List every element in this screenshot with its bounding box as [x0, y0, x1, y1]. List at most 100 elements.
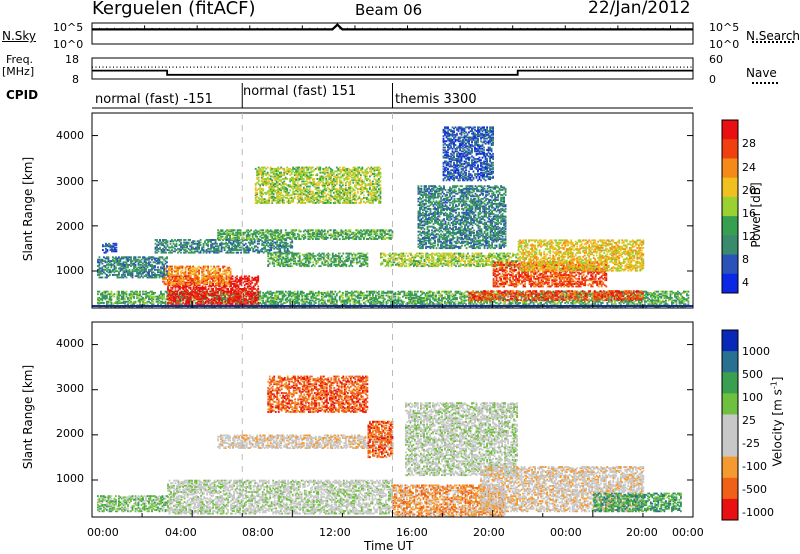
power-echo-cell — [207, 288, 210, 290]
power-echo-cell — [151, 303, 153, 306]
power-echo-cell — [317, 303, 320, 306]
power-echo-cell — [160, 295, 162, 298]
power-echo-cell — [328, 299, 331, 302]
nsky-trace — [92, 23, 693, 31]
power-echo-cell — [289, 294, 292, 297]
power-echo-cell — [382, 294, 385, 297]
power-echo-cell — [302, 291, 305, 294]
power-echo-cell — [220, 293, 222, 296]
power-echo-cell — [382, 299, 385, 302]
power-echo-cell — [121, 302, 123, 304]
power-echo-cell — [101, 302, 104, 304]
power-echo-cell — [116, 295, 119, 298]
power-echo-cell — [157, 250, 160, 253]
power-echo-cell — [358, 300, 361, 303]
power-echo-cell — [152, 293, 155, 296]
power-echo-cell — [298, 294, 301, 297]
power-echo-cell — [140, 295, 143, 298]
power-echo-cell — [493, 290, 496, 293]
power-echo-cell — [218, 294, 221, 297]
power-echo-cell — [331, 300, 334, 303]
power-echo-cell — [391, 298, 394, 301]
power-echo-cell — [106, 295, 108, 298]
power-echo-cell — [154, 295, 156, 298]
power-echo-cell — [363, 298, 365, 301]
power-echo-cell — [299, 291, 302, 294]
power-echo-cell — [326, 300, 329, 303]
power-echo-cell — [296, 299, 299, 302]
power-echo-cell — [148, 295, 150, 298]
power-echo-cell — [160, 291, 162, 294]
power-echo-cell — [224, 302, 227, 304]
power-echo-cell — [322, 293, 325, 296]
power-echo-cell — [157, 303, 159, 306]
power-echo-cell — [251, 281, 254, 284]
power-echo-cell — [176, 293, 178, 295]
power-echo-cell — [166, 240, 169, 243]
power-echo-cell — [206, 293, 209, 296]
power-echo-cell — [238, 294, 240, 297]
power-echo-cell — [259, 295, 262, 298]
power-echo-cell — [355, 290, 358, 293]
power-echo-cell — [139, 302, 141, 304]
power-echo-cell — [287, 294, 290, 297]
power-echo-cell — [212, 283, 214, 285]
power-echo-cell — [347, 298, 350, 301]
power-echo-cell — [181, 265, 184, 268]
power-echo-cell — [329, 303, 332, 306]
power-echo-cell — [180, 251, 182, 254]
power-echo-cell — [277, 298, 280, 301]
noise-trace-layer — [91, 23, 693, 31]
power-echo-cell — [313, 293, 316, 296]
power-echo-cell — [293, 300, 296, 303]
power-echo-cell — [232, 251, 235, 254]
power-echo-cell — [323, 302, 326, 304]
power-echo-cell — [157, 297, 159, 299]
power-echo-cell — [143, 298, 146, 301]
power-echo-cell — [381, 294, 383, 297]
power-echo-cell — [181, 295, 183, 298]
power-echo-cell — [152, 297, 155, 299]
power-echo-cell — [331, 302, 334, 304]
power-echo-cell — [179, 303, 181, 306]
power-echo-cell — [414, 300, 416, 303]
power-echo-cell — [248, 297, 251, 299]
power-echo-cell — [116, 293, 119, 296]
power-echo-cell — [133, 297, 135, 299]
power-echo-cell — [353, 300, 356, 303]
power-echo-cell — [546, 303, 549, 306]
power-echo-cell — [399, 291, 401, 294]
power-echo-cell — [109, 298, 111, 301]
power-echo-cell — [322, 303, 325, 306]
power-echo-cell — [376, 298, 379, 301]
power-echo-cell — [373, 297, 376, 299]
power-echo-cell — [347, 295, 350, 298]
power-echo-cell — [356, 300, 359, 303]
power-echo-cell — [397, 295, 400, 298]
power-echo-cell — [115, 300, 117, 303]
power-echo-cell — [253, 298, 256, 301]
power-echo-cell — [393, 295, 395, 298]
power-echo-cell — [248, 275, 251, 278]
power-echo-cell — [161, 302, 164, 304]
power-echo-cell — [139, 300, 141, 303]
power-echo-cell — [301, 300, 304, 303]
power-echo-cell — [265, 300, 268, 303]
power-echo-cell — [217, 295, 219, 298]
power-echo-cell — [304, 298, 307, 301]
power-echo-cell — [131, 303, 134, 306]
power-echo-cell — [426, 303, 428, 306]
power-echo-cell — [310, 295, 313, 298]
power-echo-cell — [266, 291, 269, 294]
power-echo-cell — [687, 297, 690, 299]
power-echo-cell — [239, 294, 242, 297]
power-echo-cell — [334, 297, 337, 299]
power-echo-cell — [349, 303, 352, 306]
power-echo-cell — [244, 242, 247, 245]
power-echo-cell — [424, 293, 427, 296]
power-echo-cell — [122, 297, 125, 299]
power-echo-cell — [319, 291, 322, 294]
power-echo-cell — [421, 299, 424, 302]
power-echo-cell — [382, 290, 385, 293]
power-echo-cell — [346, 290, 349, 293]
